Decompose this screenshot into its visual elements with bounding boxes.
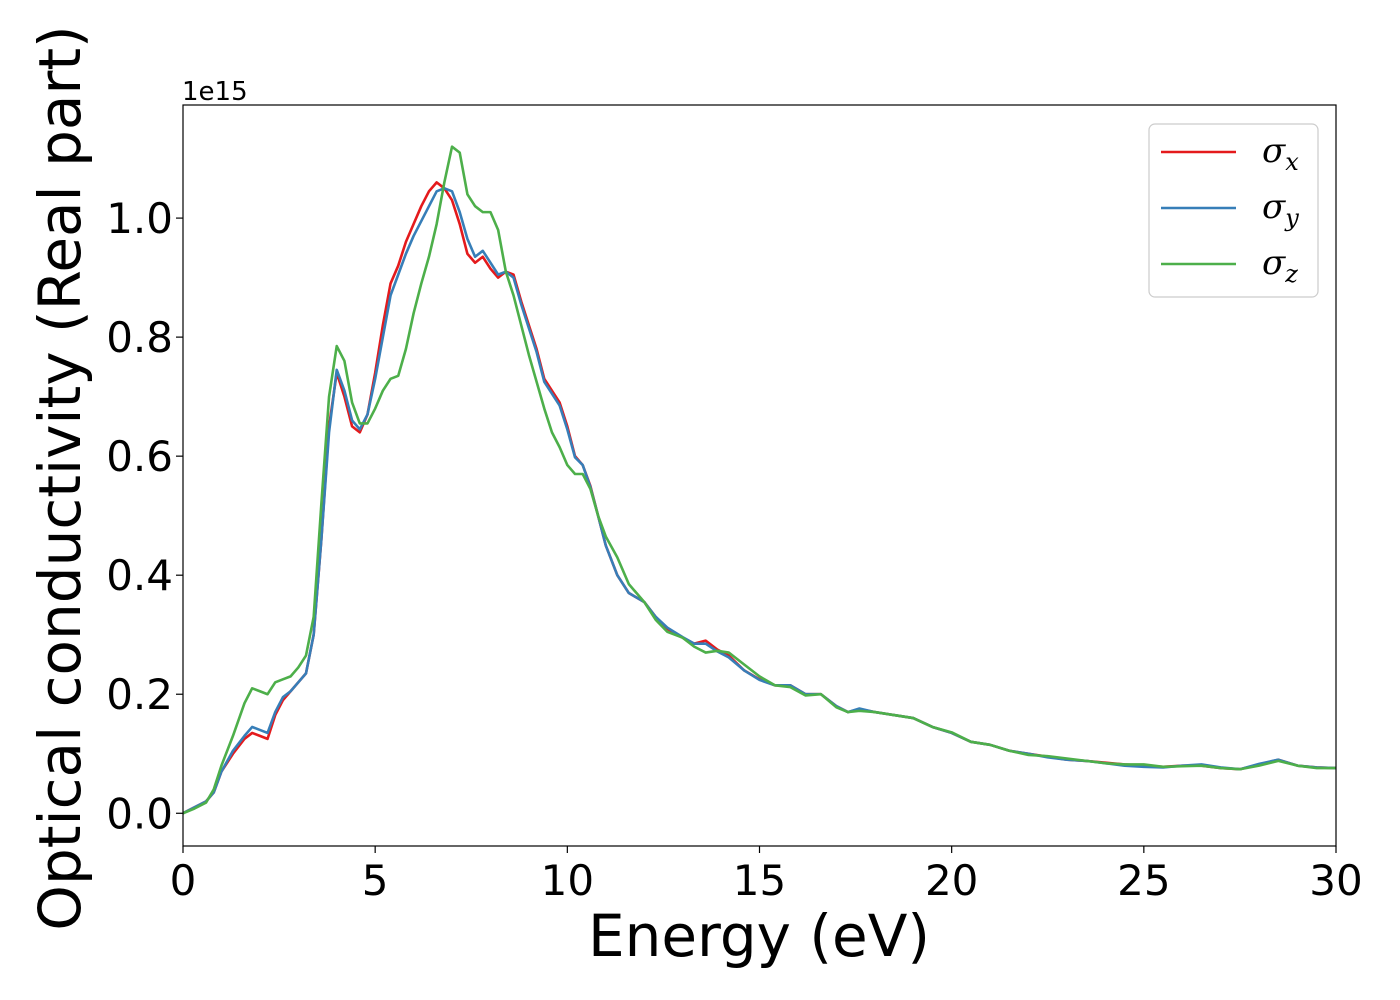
legend: σx σy σz: [1148, 123, 1319, 298]
x-tick-label: 10: [541, 856, 594, 905]
y-tick-label: 1.0: [106, 194, 173, 243]
x-tick-label: 30: [1309, 856, 1362, 905]
x-axis: 0 5 10 15 20 25 30: [170, 846, 1363, 905]
x-tick-label: 0: [170, 856, 197, 905]
y-offset-label: 1e15: [182, 77, 248, 107]
x-axis-label: Energy (eV): [588, 902, 930, 970]
legend-label-x: σx: [1262, 131, 1299, 176]
legend-box: [1148, 123, 1319, 298]
series-line-z: [183, 145, 1336, 815]
x-tick-label: 15: [733, 856, 786, 905]
y-axis-label: Optical conductivity (Real part): [26, 25, 94, 930]
legend-label-y: σy: [1262, 187, 1299, 232]
y-tick-label: 0.2: [106, 670, 173, 719]
x-tick-label: 5: [362, 856, 389, 905]
x-tick-label: 20: [925, 856, 978, 905]
legend-label-z: σz: [1262, 243, 1298, 288]
x-tick-label: 25: [1117, 856, 1170, 905]
y-tick-label: 0.8: [106, 313, 173, 362]
y-tick-label: 0.4: [106, 551, 173, 600]
y-tick-label: 0.0: [106, 789, 173, 838]
y-axis: 0.0 0.2 0.4 0.6 0.8 1.0: [106, 194, 183, 838]
y-tick-label: 0.6: [106, 432, 173, 481]
series-lines: [183, 145, 1336, 815]
